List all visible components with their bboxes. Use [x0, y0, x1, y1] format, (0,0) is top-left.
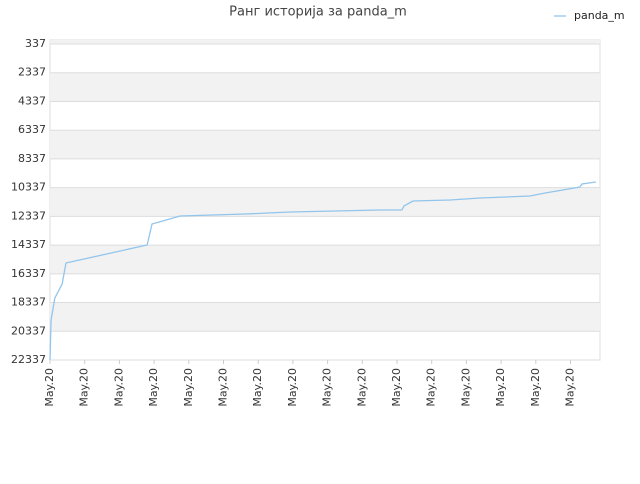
x-tick-label: May.20	[251, 368, 264, 407]
x-tick-label: May.20	[529, 368, 542, 407]
x-tick-label: May.20	[286, 368, 299, 407]
band	[50, 72, 600, 102]
y-tick-label: 16337	[11, 267, 46, 280]
x-tick-label: May.20	[182, 368, 195, 407]
x-tick-label: May.20	[459, 368, 472, 407]
chart-title: Ранг историја за panda_m	[229, 5, 407, 20]
band	[50, 130, 600, 159]
x-tick-label: May.20	[78, 368, 91, 407]
line	[49, 181, 596, 361]
y-tick-label: 6337	[18, 123, 46, 136]
y-tick-label: 337	[25, 37, 46, 50]
x-tick-label: May.20	[43, 368, 56, 407]
y-tick-label: 8337	[18, 152, 46, 165]
x-tick-label: May.20	[390, 368, 403, 407]
x-tick-label: May.20	[147, 368, 160, 407]
x-tick-label: May.20	[321, 368, 334, 407]
y-tick-label: 10337	[11, 181, 46, 194]
x-tick-label: May.20	[564, 368, 577, 407]
x-tick-label: May.20	[112, 368, 125, 407]
x-tick-label: May.20	[425, 368, 438, 407]
y-tick-label: 20337	[11, 324, 46, 337]
legend-label: panda_m	[574, 9, 625, 22]
y-tick-label: 2337	[18, 66, 46, 79]
y-tick-label: 4337	[18, 94, 46, 107]
x-tick-label: May.20	[355, 368, 368, 407]
y-tick-label: 18337	[11, 296, 46, 309]
y-tick-label: 12337	[11, 209, 46, 222]
y-tick-label: 22337	[11, 353, 46, 366]
band	[50, 187, 600, 217]
y-tick-label: 14337	[11, 238, 46, 251]
band	[50, 302, 600, 332]
band	[50, 40, 600, 45]
x-tick-label: May.20	[217, 368, 230, 407]
band	[50, 245, 600, 274]
x-tick-label: May.20	[494, 368, 507, 407]
